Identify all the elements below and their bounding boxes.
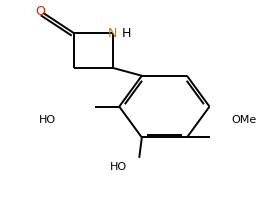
- Text: N: N: [108, 27, 118, 40]
- Text: O: O: [36, 5, 45, 18]
- Text: OMe: OMe: [231, 114, 257, 124]
- Text: HO: HO: [109, 161, 127, 171]
- Text: H: H: [122, 27, 131, 40]
- Text: HO: HO: [39, 114, 56, 124]
